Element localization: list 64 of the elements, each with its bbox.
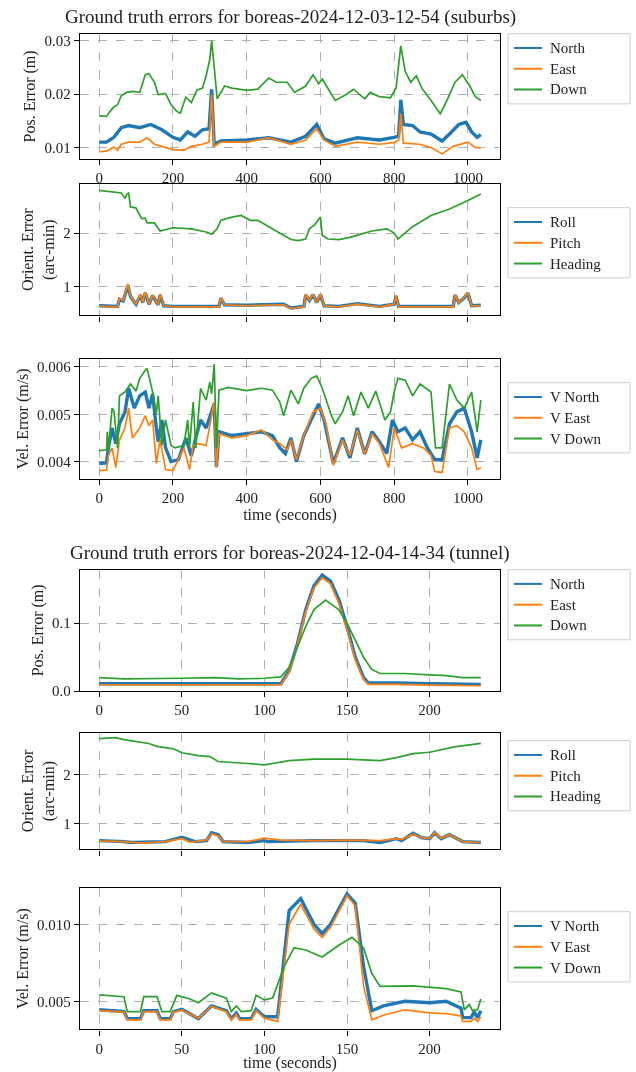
x-tick-label: 150 — [335, 1040, 359, 1057]
x-tick-label: 0 — [95, 702, 103, 719]
x-tick-label: 800 — [382, 170, 406, 187]
legend-label: V Down — [550, 960, 602, 976]
y-axis-title: Vel. Error (m/s) — [14, 908, 32, 1010]
y-axis-title: Orient. Error (arc-min) — [19, 749, 59, 833]
y-tick-label: 0.004 — [37, 453, 72, 470]
x-tick-label: 400 — [235, 489, 258, 506]
x-tick-label: 200 — [161, 170, 185, 187]
chart-title: Ground truth errors for boreas-2024-12-04-14-34 (tunnel) — [70, 542, 510, 564]
legend-label: V Down — [550, 431, 602, 447]
x-tick-label: 150 — [335, 702, 359, 719]
x-tick-label: 0 — [95, 489, 103, 506]
legend-label: Roll — [550, 214, 576, 230]
y-axis-title: Orient. Error (arc-min) — [19, 207, 59, 292]
x-tick-label: 50 — [174, 702, 190, 719]
x-tick-label: 0 — [95, 170, 103, 187]
y-tick-label: 2 — [63, 225, 71, 242]
legend-label: Pitch — [550, 235, 582, 251]
legend-label: North — [550, 576, 586, 592]
y-axis-title: Vel. Error (m/s) — [14, 368, 32, 470]
legend-label: North — [550, 40, 586, 56]
y-axis-title: Pos. Error (m) — [29, 584, 47, 677]
y-tick-label: 0.03 — [44, 32, 71, 49]
legend-label: East — [550, 597, 577, 613]
legend-label: V North — [550, 918, 600, 934]
x-tick-label: 800 — [382, 489, 406, 506]
x-tick-label: 200 — [418, 1040, 441, 1057]
legend-label: Heading — [550, 256, 602, 272]
y-tick-label: 0.006 — [37, 359, 72, 376]
y-tick-label: 0.005 — [37, 406, 71, 423]
legend-label: Down — [550, 617, 588, 633]
x-tick-label: 100 — [253, 1040, 276, 1057]
legend-label: V East — [550, 410, 591, 426]
y-tick-label: 1 — [63, 278, 71, 295]
legend-label: Heading — [550, 788, 602, 804]
x-tick-label: 1000 — [452, 489, 483, 506]
x-tick-label: 100 — [253, 702, 276, 719]
legend-label: V North — [550, 389, 600, 405]
y-axis-title: Pos. Error (m) — [21, 50, 40, 143]
x-tick-label: 600 — [309, 170, 332, 187]
x-tick-label: 400 — [235, 170, 258, 187]
legend-label: V East — [550, 939, 591, 955]
legend-label: Down — [550, 81, 588, 97]
legend-label: East — [550, 61, 577, 77]
y-tick-label: 0.02 — [44, 86, 71, 103]
x-axis-title: time (seconds) — [243, 506, 337, 525]
x-tick-label: 200 — [418, 702, 441, 719]
x-tick-label: 1000 — [452, 170, 483, 187]
y-tick-label: 2 — [63, 766, 71, 783]
x-tick-label: 50 — [174, 1040, 190, 1057]
y-tick-label: 0.1 — [52, 615, 71, 632]
x-tick-label: 600 — [309, 489, 332, 506]
x-axis-title: time (seconds) — [243, 1054, 337, 1072]
legend-label: Pitch — [550, 768, 582, 784]
y-tick-label: 0.010 — [37, 916, 71, 933]
legend-label: Roll — [550, 747, 576, 763]
x-tick-label: 0 — [95, 1040, 103, 1057]
y-tick-label: 0.0 — [52, 683, 71, 700]
y-tick-label: 1 — [63, 815, 71, 832]
chart-title: Ground truth errors for boreas-2024-12-03-12-54 (suburbs) — [65, 6, 517, 28]
y-tick-label: 0.005 — [37, 993, 71, 1010]
x-tick-label: 200 — [161, 489, 185, 506]
y-tick-label: 0.01 — [44, 139, 71, 156]
